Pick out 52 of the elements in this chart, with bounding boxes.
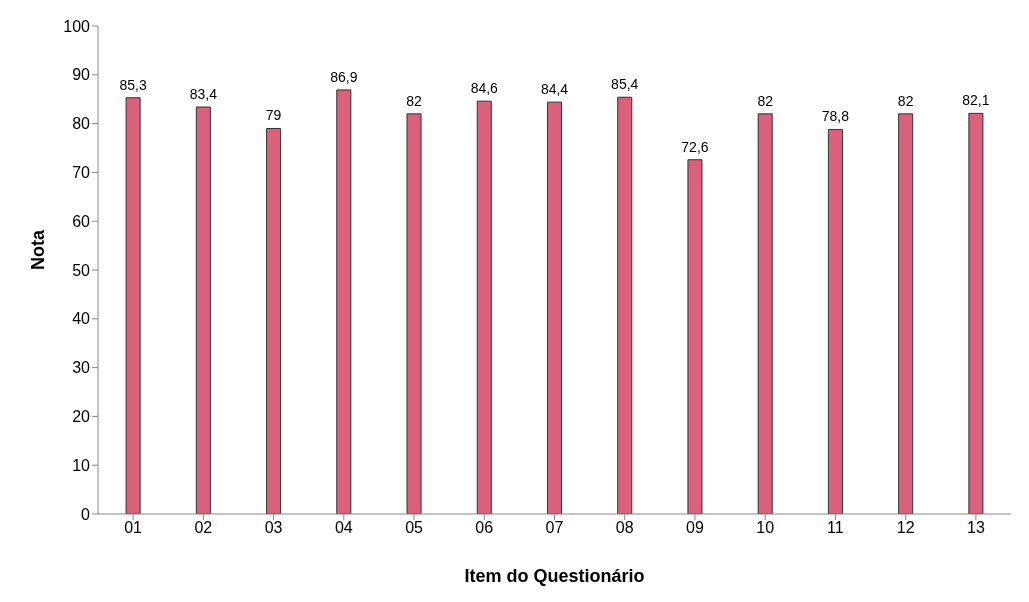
data-label: 86,9 bbox=[330, 68, 358, 85]
x-axis-title: Item do Questionário bbox=[464, 566, 645, 586]
bar bbox=[757, 113, 773, 514]
bar bbox=[617, 96, 633, 514]
y-tick-label: 80 bbox=[72, 115, 91, 133]
x-tick-label: 08 bbox=[615, 519, 634, 537]
y-tick-label: 10 bbox=[72, 456, 91, 474]
y-tick-label: 90 bbox=[72, 66, 91, 84]
x-tick-label: 12 bbox=[896, 519, 915, 537]
bar bbox=[687, 159, 703, 514]
y-tick-label: 100 bbox=[63, 17, 91, 35]
data-label: 82 bbox=[757, 92, 774, 109]
y-axis-title: Nota bbox=[28, 229, 49, 270]
y-tick-label: 0 bbox=[81, 505, 91, 523]
bar bbox=[476, 100, 492, 514]
y-tick-label: 70 bbox=[72, 164, 91, 182]
x-tick-label: 10 bbox=[756, 519, 775, 537]
data-label: 82 bbox=[897, 92, 914, 109]
x-tick-label: 03 bbox=[264, 519, 283, 537]
bar bbox=[266, 127, 282, 514]
bar bbox=[336, 89, 352, 514]
y-tick-label: 50 bbox=[72, 261, 91, 279]
x-tick-label: 06 bbox=[475, 519, 494, 537]
x-tick-label: 04 bbox=[334, 519, 353, 537]
x-tick-label: 13 bbox=[966, 519, 985, 537]
bar bbox=[898, 113, 914, 514]
data-label: 85,4 bbox=[611, 76, 639, 93]
x-tick-label: 05 bbox=[405, 519, 424, 537]
data-label: 79 bbox=[265, 107, 282, 124]
data-label: 72,6 bbox=[681, 138, 709, 155]
bar bbox=[827, 128, 843, 514]
data-label: 85,3 bbox=[119, 76, 147, 93]
x-tick-label: 01 bbox=[124, 519, 143, 537]
bar bbox=[406, 113, 422, 514]
x-tick-label: 11 bbox=[827, 519, 844, 537]
y-tick-label: 30 bbox=[72, 359, 91, 377]
bar bbox=[546, 101, 563, 514]
data-label: 84,6 bbox=[470, 80, 499, 97]
data-label: 82 bbox=[406, 92, 423, 109]
x-tick-label: 07 bbox=[545, 519, 564, 537]
bar bbox=[195, 106, 211, 514]
data-label: 83,4 bbox=[189, 86, 218, 103]
data-label: 82,1 bbox=[962, 92, 990, 109]
x-tick-label: 02 bbox=[194, 519, 213, 537]
data-label: 84,4 bbox=[540, 81, 569, 98]
bar bbox=[125, 97, 141, 514]
bar bbox=[968, 112, 984, 514]
y-tick-label: 40 bbox=[72, 310, 91, 328]
y-tick-label: 60 bbox=[72, 212, 91, 230]
data-label: 78,8 bbox=[821, 108, 850, 125]
x-tick-label: 09 bbox=[686, 519, 704, 537]
y-tick-label: 20 bbox=[72, 408, 91, 426]
